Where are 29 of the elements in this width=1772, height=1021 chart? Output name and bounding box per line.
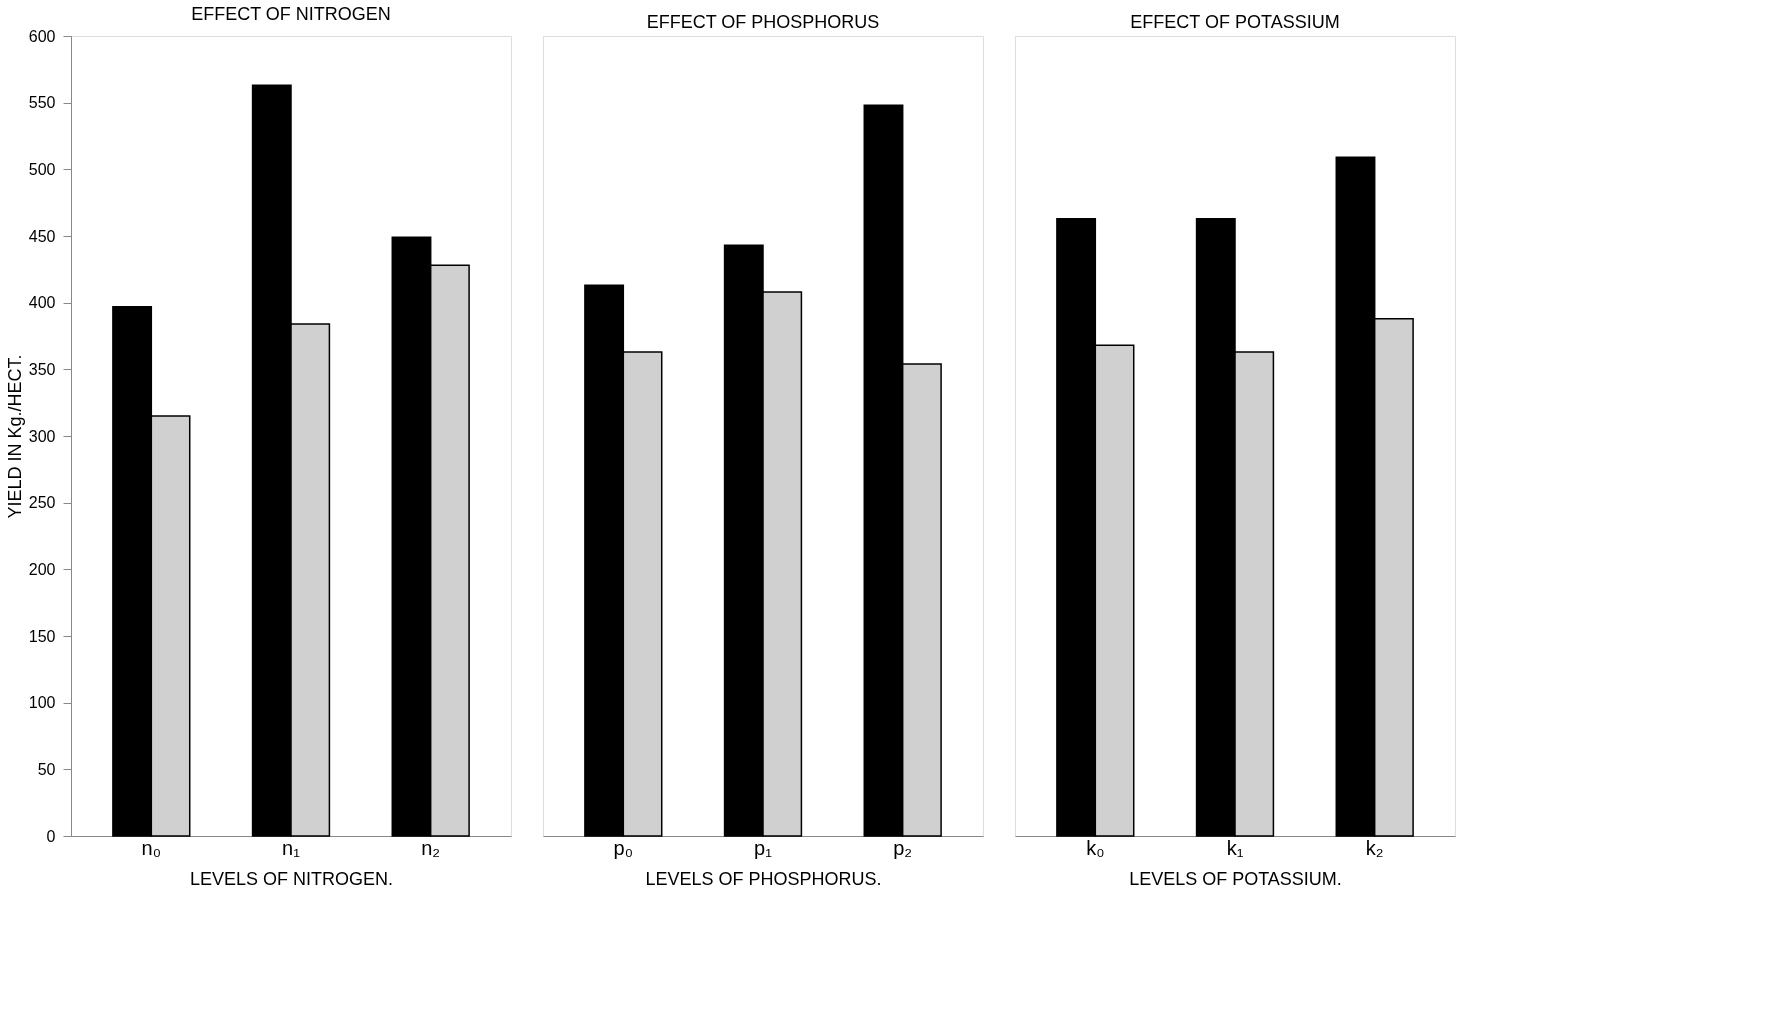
y-tick-label: 250 — [28, 494, 56, 512]
y-axis-title: YIELD IN Kg./HECT. — [4, 354, 25, 519]
x-tick-label: n₁ — [282, 836, 301, 859]
x-tick-label: n₀ — [141, 836, 162, 859]
x-tick-label: k₁ — [1226, 836, 1244, 859]
x-axis-title: LEVELS OF PHOSPHORUS. — [645, 868, 882, 889]
y-tick-label: 600 — [28, 27, 56, 45]
x-axis-title: LEVELS OF NITROGEN. — [189, 868, 394, 889]
chart-title: EFFECT OF PHOSPHORUS — [646, 12, 880, 32]
y-tick-label: 450 — [28, 227, 56, 245]
x-axis-title: LEVELS OF POTASSIUM. — [1129, 868, 1342, 889]
y-tick-label: 100 — [28, 694, 56, 712]
y-tick-label: 550 — [28, 94, 56, 112]
x-tick-label: k₂ — [1365, 836, 1384, 859]
x-tick-label: k₀ — [1086, 836, 1105, 859]
x-tick-label: p₀ — [613, 836, 634, 859]
y-tick-label: 350 — [28, 360, 56, 378]
y-tick-label: 300 — [28, 427, 56, 445]
y-tick-label: 150 — [28, 627, 56, 645]
x-tick-label: p₁ — [754, 836, 773, 859]
x-tick-label: n₂ — [421, 836, 441, 859]
y-tick-label: 200 — [28, 560, 56, 578]
y-tick-label: 500 — [28, 160, 56, 178]
chart-title: EFFECT OF POTASSIUM — [1130, 12, 1340, 32]
y-tick-label: 0 — [46, 827, 56, 845]
y-tick-label: 50 — [37, 760, 56, 778]
x-tick-label: p₂ — [893, 836, 913, 859]
chart-title: EFFECT OF NITROGEN — [191, 4, 391, 24]
y-tick-label: 400 — [28, 294, 56, 312]
